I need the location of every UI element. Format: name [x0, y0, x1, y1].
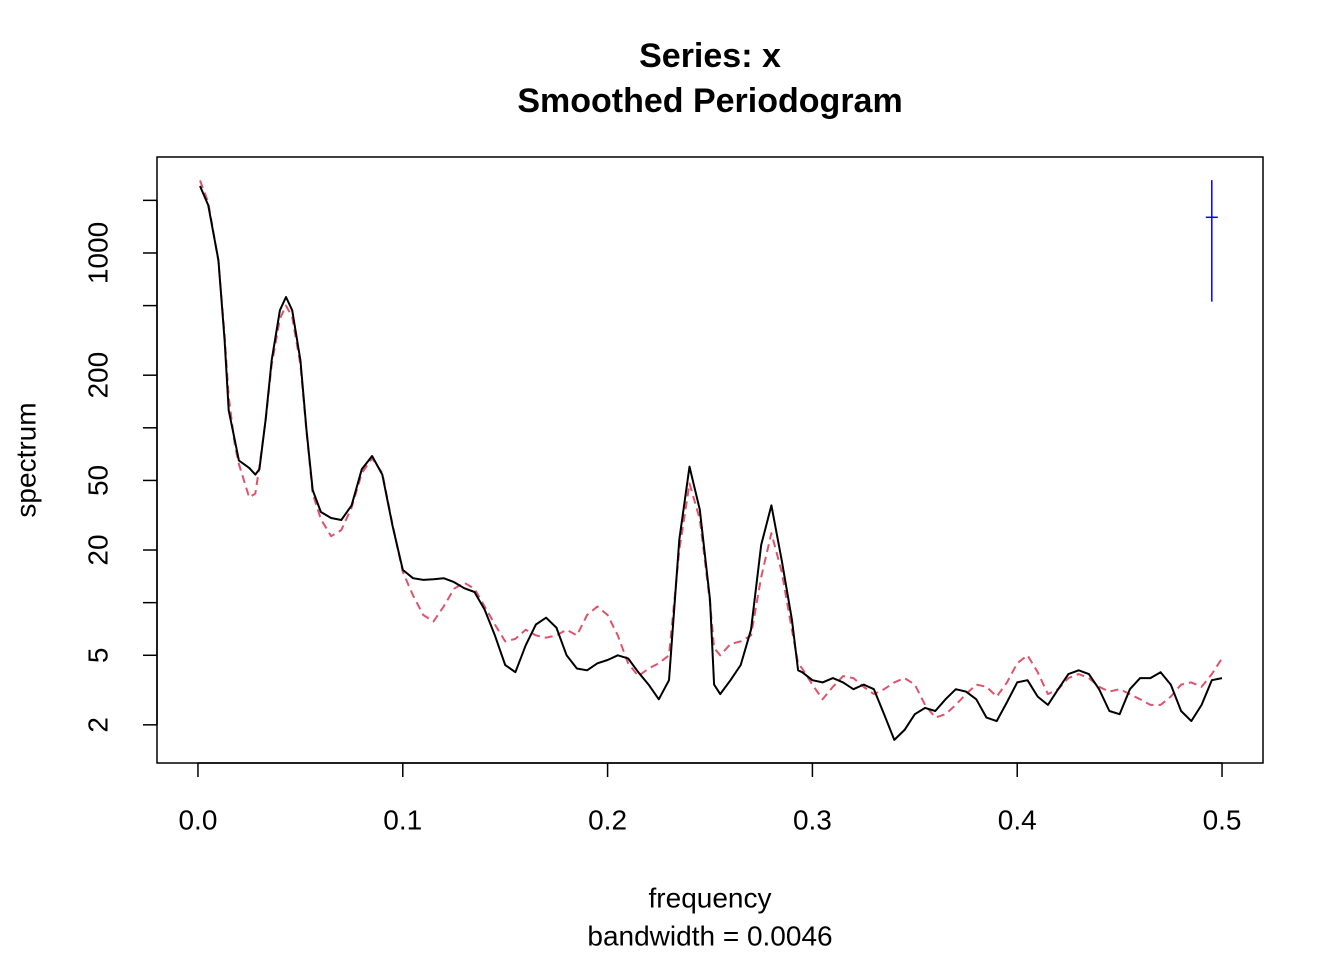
x-tick-label: 0.4 [998, 804, 1037, 835]
y-tick-label: 20 [82, 534, 113, 565]
series-line [199, 180, 1223, 719]
y-tick-label: 2 [82, 717, 113, 733]
x-tick-label: 0.2 [588, 804, 627, 835]
x-tick-label: 0.0 [178, 804, 217, 835]
series-line [199, 185, 1223, 741]
y-tick-label: 200 [82, 352, 113, 399]
chart-title: Series: x [639, 37, 781, 75]
y-axis-label: spectrum [10, 402, 41, 517]
y-tick-label: 1000 [82, 222, 113, 284]
plot-frame [156, 156, 1264, 764]
x-tick-label: 0.1 [383, 804, 422, 835]
x-tick-label: 0.3 [793, 804, 832, 835]
x-axis-sublabel: bandwidth = 0.0046 [587, 920, 832, 951]
x-tick-label: 0.5 [1203, 804, 1242, 835]
x-axis-label: frequency [649, 882, 772, 913]
y-tick-label: 5 [82, 647, 113, 663]
chart-subtitle: Smoothed Periodogram [517, 82, 902, 120]
y-tick-label: 50 [82, 465, 113, 496]
